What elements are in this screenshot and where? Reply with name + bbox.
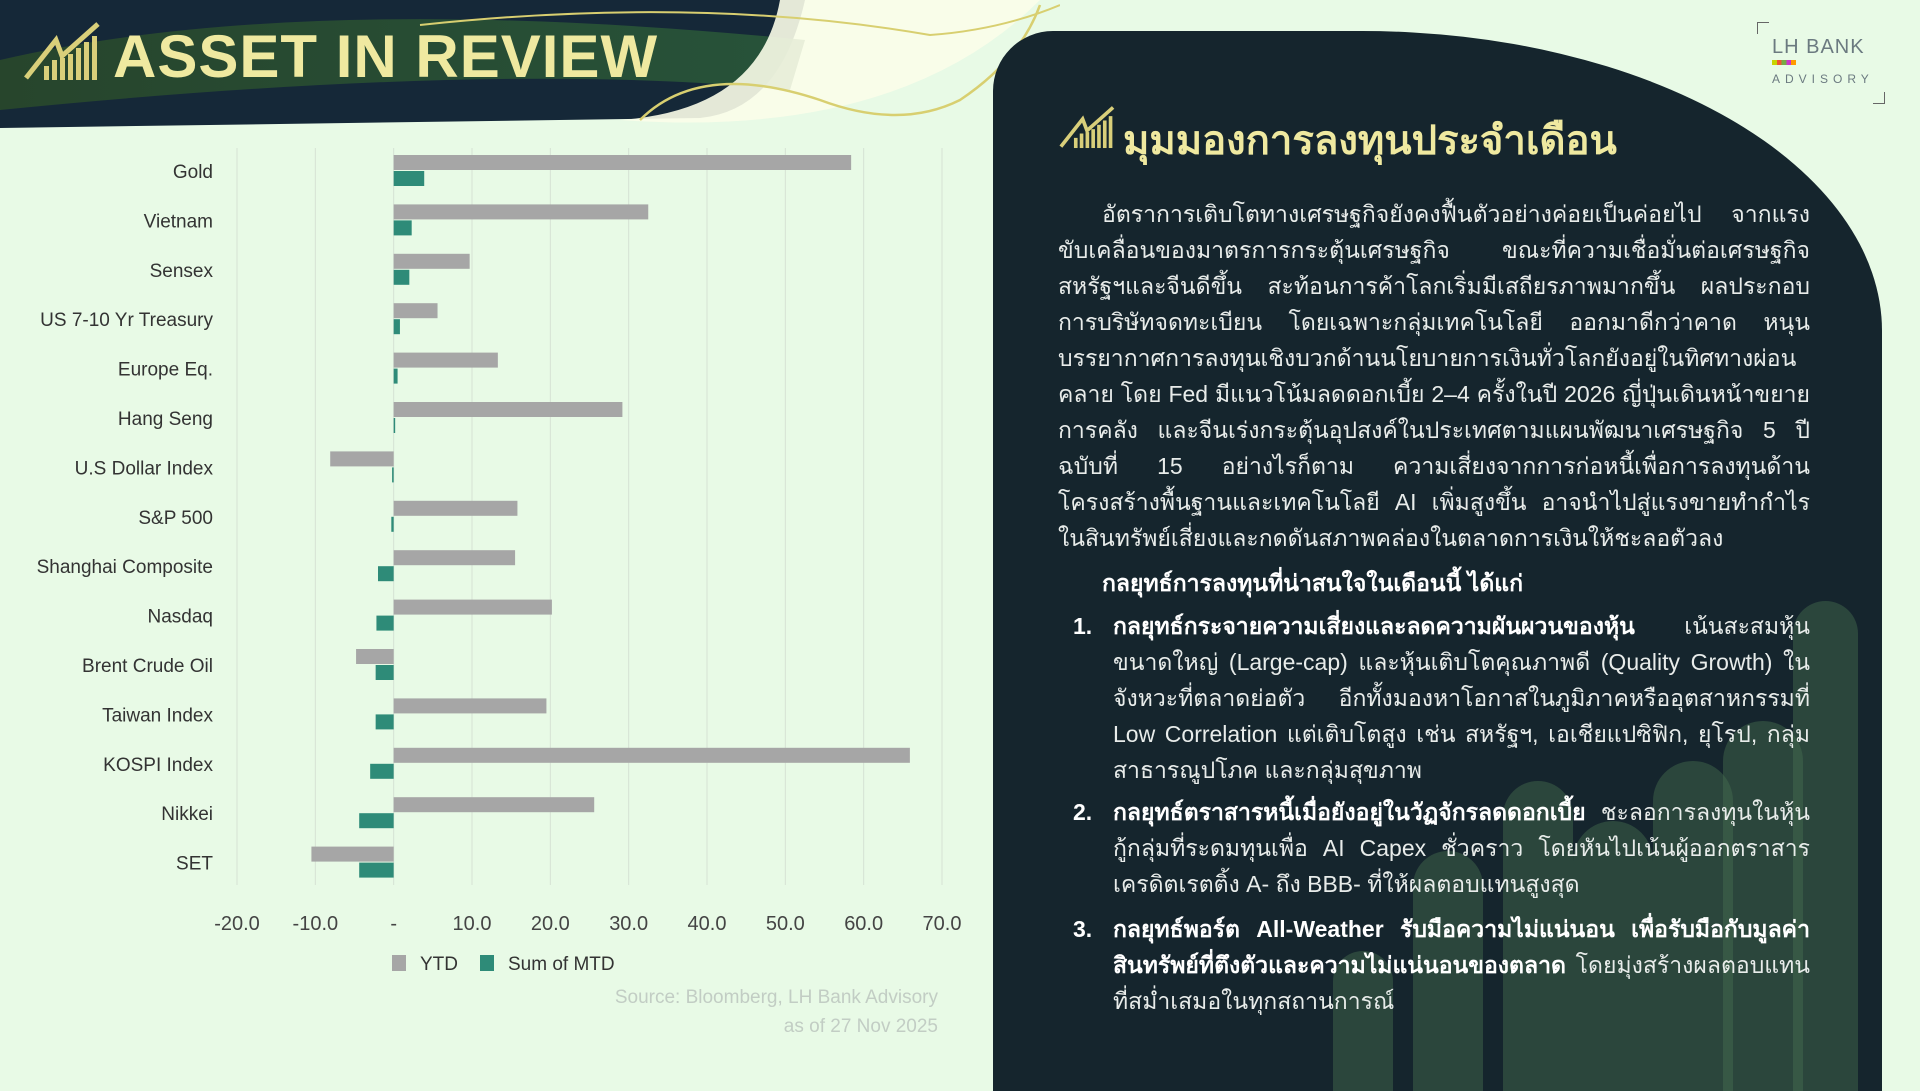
- category-label: Nikkei: [161, 804, 213, 825]
- category-label: Gold: [173, 162, 213, 183]
- ytd-bar: [393, 204, 649, 220]
- x-tick-label: 10.0: [453, 913, 492, 935]
- ytd-bar: [393, 797, 595, 813]
- category-label: Taiwan Index: [102, 705, 213, 726]
- source-note: Source: Bloomberg, LH Bank Advisory: [614, 987, 938, 1008]
- category-label: Vietnam: [144, 211, 213, 232]
- outlook-paragraph: อัตราการเติบโตทางเศรษฐกิจยังคงฟื้นตัวอย่…: [1058, 201, 1810, 551]
- category-label: S&P 500: [138, 508, 213, 529]
- outlook-panel: [993, 31, 1882, 1091]
- mtd-bar: [393, 319, 400, 335]
- header-banner: [0, 0, 1060, 128]
- mtd-bar: [393, 220, 412, 236]
- legend-label: Sum of MTD: [508, 954, 615, 975]
- outlook-title: มุมมองการลงทุนประจำเดือน: [1123, 119, 1617, 163]
- mtd-bar: [393, 418, 396, 433]
- strategy-item: 2. กลยุทธ์ตราสารหนี้เมื่อยังอยู่ในวัฏจักร…: [1073, 799, 1810, 897]
- ytd-bar: [330, 451, 394, 467]
- category-label: Sensex: [150, 261, 214, 282]
- x-tick-label: 30.0: [609, 913, 648, 935]
- category-label: KOSPI Index: [103, 755, 213, 776]
- x-tick-label: -20.0: [214, 913, 260, 935]
- ytd-bar: [393, 155, 852, 170]
- x-tick-label: 50.0: [766, 913, 805, 935]
- ytd-bar: [393, 550, 516, 566]
- growth-chart-icon: [24, 22, 100, 80]
- category-label: US 7-10 Yr Treasury: [40, 310, 213, 331]
- x-tick-label: 70.0: [923, 913, 962, 935]
- mtd-bar: [359, 813, 394, 829]
- mtd-bar: [376, 615, 394, 631]
- as-of-date: as of 27 Nov 2025: [783, 1016, 938, 1037]
- mtd-bar: [392, 467, 394, 483]
- x-tick-label: 40.0: [688, 913, 727, 935]
- mtd-bar: [393, 368, 398, 384]
- ytd-bar: [393, 352, 498, 368]
- asset-bar-chart: -20.0 -10.0-10.0 20.0 30.0 40.0 50.0 60.0 70.0G…: [37, 148, 962, 975]
- mtd-bar: [393, 171, 425, 186]
- x-tick-label: 60.0: [844, 913, 883, 935]
- mtd-bar: [393, 269, 410, 285]
- category-label: Brent Crude Oil: [82, 656, 213, 677]
- category-label: Hang Seng: [118, 409, 213, 430]
- mtd-bar: [378, 566, 394, 582]
- legend-swatch: [392, 955, 406, 971]
- ytd-bar: [311, 846, 394, 862]
- ytd-bar: [393, 303, 438, 319]
- category-label: Nasdaq: [148, 607, 214, 628]
- category-label: Shanghai Composite: [37, 557, 213, 578]
- ytd-bar: [393, 747, 910, 763]
- ytd-bar: [393, 500, 518, 516]
- page-title: ASSET IN REVIEW: [113, 23, 659, 90]
- ytd-bar: [393, 253, 470, 269]
- category-label: Europe Eq.: [118, 360, 213, 381]
- category-label: U.S Dollar Index: [75, 458, 214, 479]
- mtd-bar: [370, 763, 394, 779]
- strategies-heading: กลยุทธ์การลงทุนที่น่าสนใจในเดือนนี้ ได้แ…: [1102, 570, 1524, 596]
- ytd-bar: [393, 698, 547, 714]
- mtd-bar: [375, 665, 394, 680]
- x-tick-label: -10.0: [293, 913, 339, 935]
- mtd-bar: [359, 862, 394, 878]
- strategy-item: 1. กลยุทธ์กระจายความเสี่ยงและลดความผันผวน…: [1073, 613, 1810, 783]
- legend-label: YTD: [420, 954, 458, 975]
- x-tick-label: -: [390, 913, 397, 935]
- lh-bank-advisory-logo: LH BANK ADVISORY: [1757, 22, 1885, 104]
- mtd-bar: [375, 714, 394, 730]
- legend-swatch: [480, 955, 494, 971]
- x-tick-label: 20.0: [531, 913, 570, 935]
- mtd-bar: [391, 516, 394, 532]
- ytd-bar: [393, 402, 623, 417]
- category-label: SET: [176, 854, 213, 875]
- strategy-item: 3. กลยุทธ์พอร์ต All-Weather รับมือความไม่…: [1073, 916, 1810, 1014]
- growth-chart-icon: [1059, 106, 1115, 149]
- ytd-bar: [393, 599, 552, 615]
- ytd-bar: [356, 649, 394, 664]
